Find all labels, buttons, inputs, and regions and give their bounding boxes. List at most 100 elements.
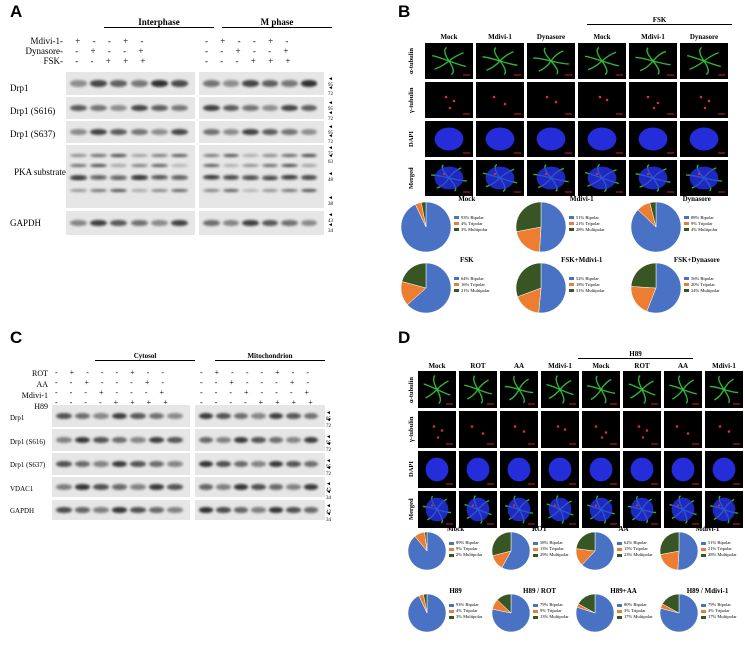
legend-item-bipolar: 56% Bipolar <box>684 276 720 282</box>
pie-slice-multipolar <box>421 201 427 228</box>
blot-band <box>222 189 239 193</box>
micrograph-cell <box>629 160 677 196</box>
legend-text: 3% Tripolar <box>624 608 646 614</box>
column-header: Mock <box>428 362 446 370</box>
legend-swatch <box>617 541 622 545</box>
blot-band <box>300 176 317 180</box>
blot-band <box>56 412 72 420</box>
legend-item-bipolar: 51% Bipolar <box>569 215 605 221</box>
panel-c-signs-row: - + - - - + - - <box>55 368 165 377</box>
mw-marker: ◄ 95 <box>328 101 333 112</box>
blot-band <box>300 189 317 193</box>
blot-band <box>222 176 239 180</box>
blot-band <box>281 176 298 180</box>
pie-title: FSK+Dynasore <box>673 256 720 264</box>
pie-slice-bipolar <box>501 531 531 571</box>
legend-text: 21% Tripolar <box>708 546 732 552</box>
blot-band <box>286 436 301 444</box>
column-header: AA <box>677 362 689 370</box>
pie-svg <box>515 201 567 253</box>
pie-slice-multipolar <box>662 593 680 614</box>
blot-band <box>222 80 239 87</box>
pie-legend: 58% Bipolar 13% Tripolar 29% Multipolar <box>533 540 569 558</box>
mw-marker: ◄ 85 <box>326 411 331 422</box>
legend-item-multipolar: 28% Multipolar <box>569 227 605 233</box>
micrograph-cell <box>578 160 626 196</box>
blot-band <box>242 176 259 180</box>
pie-slice-multipolar <box>491 531 512 557</box>
pie-svg <box>630 201 682 253</box>
legend-text: 9% Tripolar <box>456 546 478 552</box>
blot-strip <box>66 97 195 119</box>
blot-label: Drp1 <box>10 414 25 422</box>
blot-strip <box>52 477 190 497</box>
pie-svg <box>575 531 615 571</box>
mw-marker: ◄ 38 <box>328 196 333 207</box>
panel-c-condition-row: AA <box>36 380 48 389</box>
legend-swatch <box>533 603 538 607</box>
mw-marker: ◄ 43 <box>328 213 333 224</box>
legend-text: 93% Bipolar <box>461 215 484 220</box>
legend-text: 21% Multipolar <box>461 288 490 293</box>
panel-a-condition-row: Mdivi-1 <box>30 36 60 46</box>
legend-swatch <box>533 609 538 613</box>
panel-d-h89-header: H89 <box>578 350 693 359</box>
micrograph-cell <box>623 371 661 408</box>
micrograph-cell <box>582 371 620 408</box>
micrograph-cell <box>664 411 702 448</box>
legend-item-tripolar: 4% Tripolar <box>701 608 737 614</box>
micrograph-cell <box>527 160 575 196</box>
pie-chart-h89-aa: H89+AA 80% Bipolar 3% Tripolar 17% Multipol… <box>573 587 657 649</box>
blot-label: Drp1 (S616) <box>10 438 46 446</box>
column-header: Mock <box>440 33 458 41</box>
legend-swatch <box>684 277 689 281</box>
blot-band <box>74 436 91 444</box>
blot-strip <box>66 145 195 208</box>
legend-swatch <box>569 283 574 287</box>
blot-band <box>203 80 220 87</box>
pie-svg <box>659 593 699 633</box>
blot-band <box>110 189 128 193</box>
column-header: Mock <box>592 362 610 370</box>
blot-band <box>268 436 284 444</box>
blot-band <box>251 507 266 513</box>
pie-svg <box>491 531 531 571</box>
blot-strip <box>195 477 325 497</box>
blot-band <box>233 412 249 420</box>
blot-band <box>303 484 318 490</box>
pie-legend: 62% Bipolar 15% Tripolar 23% Multipolar <box>617 540 653 558</box>
blot-band <box>150 80 168 87</box>
blot-band <box>90 128 108 136</box>
pie-chart-h89-rot: H89 / ROT 79% Bipolar 9% Tripolar 13% Multi… <box>489 587 573 649</box>
legend-text: 79% Bipolar <box>708 602 731 608</box>
blot-band <box>286 484 301 490</box>
micrograph-cell <box>680 43 728 79</box>
legend-item-tripolar: 3% Tripolar <box>617 608 653 614</box>
mw-marker: ◄ 63 <box>328 154 333 165</box>
pie-slice-bipolar <box>539 201 567 253</box>
blot-band <box>199 436 214 444</box>
blot-band <box>150 154 168 158</box>
blot-band <box>150 163 168 167</box>
blot-band <box>70 219 88 227</box>
legend-item-tripolar: 21% Tripolar <box>701 546 737 552</box>
blot-band <box>150 104 168 112</box>
column-header: AA <box>513 362 525 370</box>
legend-text: 16% Tripolar <box>461 282 485 287</box>
blot-band <box>199 460 214 468</box>
micrograph-cell <box>623 451 661 488</box>
blot-band <box>93 436 109 444</box>
micrograph-cell <box>541 491 579 528</box>
legend-swatch <box>449 541 454 545</box>
blot-label: Drp1 <box>10 83 29 93</box>
legend-swatch <box>701 553 706 557</box>
legend-item-bipolar: 62% Bipolar <box>617 540 653 546</box>
mw-marker: ◄ 72 <box>328 134 333 145</box>
pie-svg <box>630 262 682 314</box>
pie-chart-mdivi-1: Mdivi-1 51% Bipolar 21% Tripolar 28% Multip… <box>513 195 628 256</box>
micrograph-cell <box>500 411 538 448</box>
blot-band <box>56 436 72 444</box>
panel-a-signs-row: - + - - + - <box>60 36 144 46</box>
legend-item-multipolar: 24% Multipolar <box>684 288 720 294</box>
legend-swatch <box>684 289 689 293</box>
